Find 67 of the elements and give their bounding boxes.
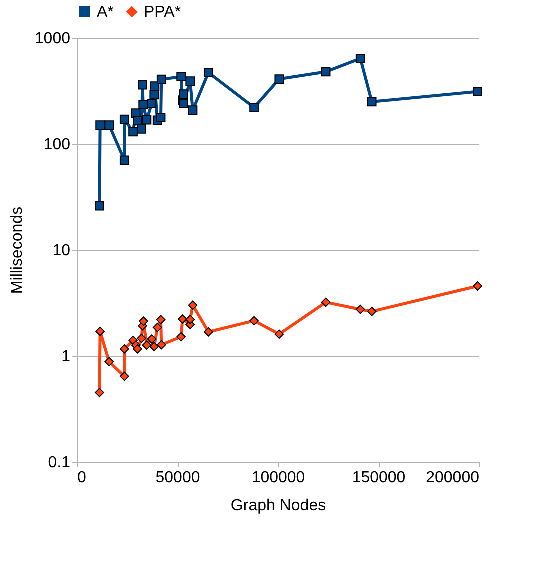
point xyxy=(204,68,214,78)
point xyxy=(150,342,160,352)
point xyxy=(96,120,105,130)
point xyxy=(179,90,188,100)
x-tick-label: 50000 xyxy=(156,470,200,486)
y-tick-label: 100 xyxy=(44,136,71,154)
point xyxy=(250,316,259,326)
point xyxy=(188,300,198,310)
point xyxy=(142,340,152,350)
point xyxy=(321,67,331,77)
point xyxy=(156,340,166,350)
point xyxy=(137,334,146,344)
point xyxy=(367,97,377,107)
point xyxy=(473,87,482,96)
point xyxy=(176,72,186,82)
y-tick-label: 0.1 xyxy=(48,454,71,472)
point xyxy=(133,344,142,354)
point xyxy=(147,334,157,344)
point xyxy=(186,315,196,324)
y-axis-title: Milliseconds xyxy=(8,206,26,294)
point xyxy=(188,106,198,115)
point xyxy=(152,322,162,332)
point xyxy=(138,100,148,110)
y-tick-label: 10 xyxy=(52,242,71,260)
point xyxy=(120,114,130,124)
point xyxy=(128,127,138,137)
point xyxy=(96,326,105,336)
point xyxy=(178,314,188,324)
point xyxy=(142,115,152,125)
x-tick-label: 200000 xyxy=(426,470,480,486)
x-tick-label: 150000 xyxy=(352,470,406,486)
point xyxy=(473,282,482,291)
point xyxy=(120,156,130,166)
point xyxy=(139,316,148,326)
point xyxy=(147,99,157,108)
x-axis-title: Graph Nodes xyxy=(230,498,326,514)
point xyxy=(274,74,284,84)
x-tick-label: 0 xyxy=(78,470,86,486)
point xyxy=(176,332,186,342)
point xyxy=(321,298,331,308)
point xyxy=(137,124,146,134)
point xyxy=(133,116,142,126)
point xyxy=(104,357,114,367)
point xyxy=(138,80,148,90)
point xyxy=(367,306,377,316)
point xyxy=(120,344,130,354)
point xyxy=(120,372,130,382)
legend-label: A* xyxy=(97,4,114,21)
point xyxy=(204,327,214,337)
point xyxy=(356,304,366,314)
point xyxy=(179,99,188,108)
point xyxy=(156,315,166,325)
point xyxy=(95,388,104,398)
y-tick-label: 1000 xyxy=(34,30,71,48)
point xyxy=(150,90,160,100)
legend-label: PPA* xyxy=(144,4,182,21)
point xyxy=(95,201,104,211)
point xyxy=(156,74,166,84)
point xyxy=(104,120,114,130)
point xyxy=(150,82,160,92)
point xyxy=(250,103,259,112)
point xyxy=(274,330,284,340)
x-tick-label: 100000 xyxy=(252,470,306,486)
point xyxy=(356,54,366,64)
point xyxy=(156,113,166,122)
point xyxy=(186,76,196,86)
y-tick-label: 1 xyxy=(62,348,71,366)
